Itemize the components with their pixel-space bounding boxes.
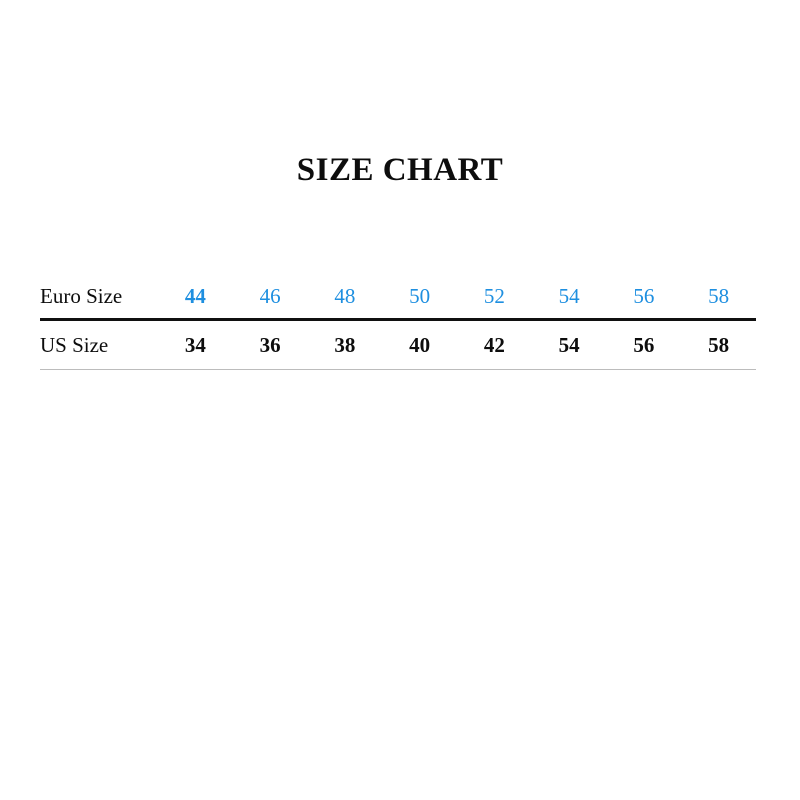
euro-size-cell-2: 46 (232, 274, 308, 321)
us-size-cell-8: 58 (681, 319, 756, 370)
euro-size-cell-1: 44 (158, 274, 233, 321)
euro-size-cell-7: 56 (606, 274, 682, 321)
table-row-euro-size: Euro Size 44 46 48 50 52 54 56 58 (40, 274, 756, 321)
us-size-cell-1: 34 (158, 319, 233, 370)
euro-size-cell-5: 52 (457, 274, 532, 321)
us-size-cell-5: 42 (457, 319, 532, 370)
table-row-us-size: US Size 34 36 38 40 42 54 56 58 (40, 319, 756, 370)
size-chart-table-wrapper: Euro Size 44 46 48 50 52 54 56 58 US Siz… (40, 274, 756, 370)
euro-size-cell-3: 48 (307, 274, 383, 321)
us-size-cell-4: 40 (382, 319, 457, 370)
us-size-cell-6: 54 (531, 319, 607, 370)
us-size-cell-2: 36 (232, 319, 308, 370)
row-label-euro-size: Euro Size (40, 274, 158, 321)
size-chart-table: Euro Size 44 46 48 50 52 54 56 58 US Siz… (40, 274, 756, 370)
euro-size-cell-8: 58 (681, 274, 756, 321)
euro-size-cell-6: 54 (531, 274, 607, 321)
euro-size-cell-4: 50 (382, 274, 457, 321)
us-size-cell-7: 56 (606, 319, 682, 370)
row-label-us-size: US Size (40, 319, 158, 370)
page-title: SIZE CHART (296, 152, 504, 188)
us-size-cell-3: 38 (307, 319, 383, 370)
